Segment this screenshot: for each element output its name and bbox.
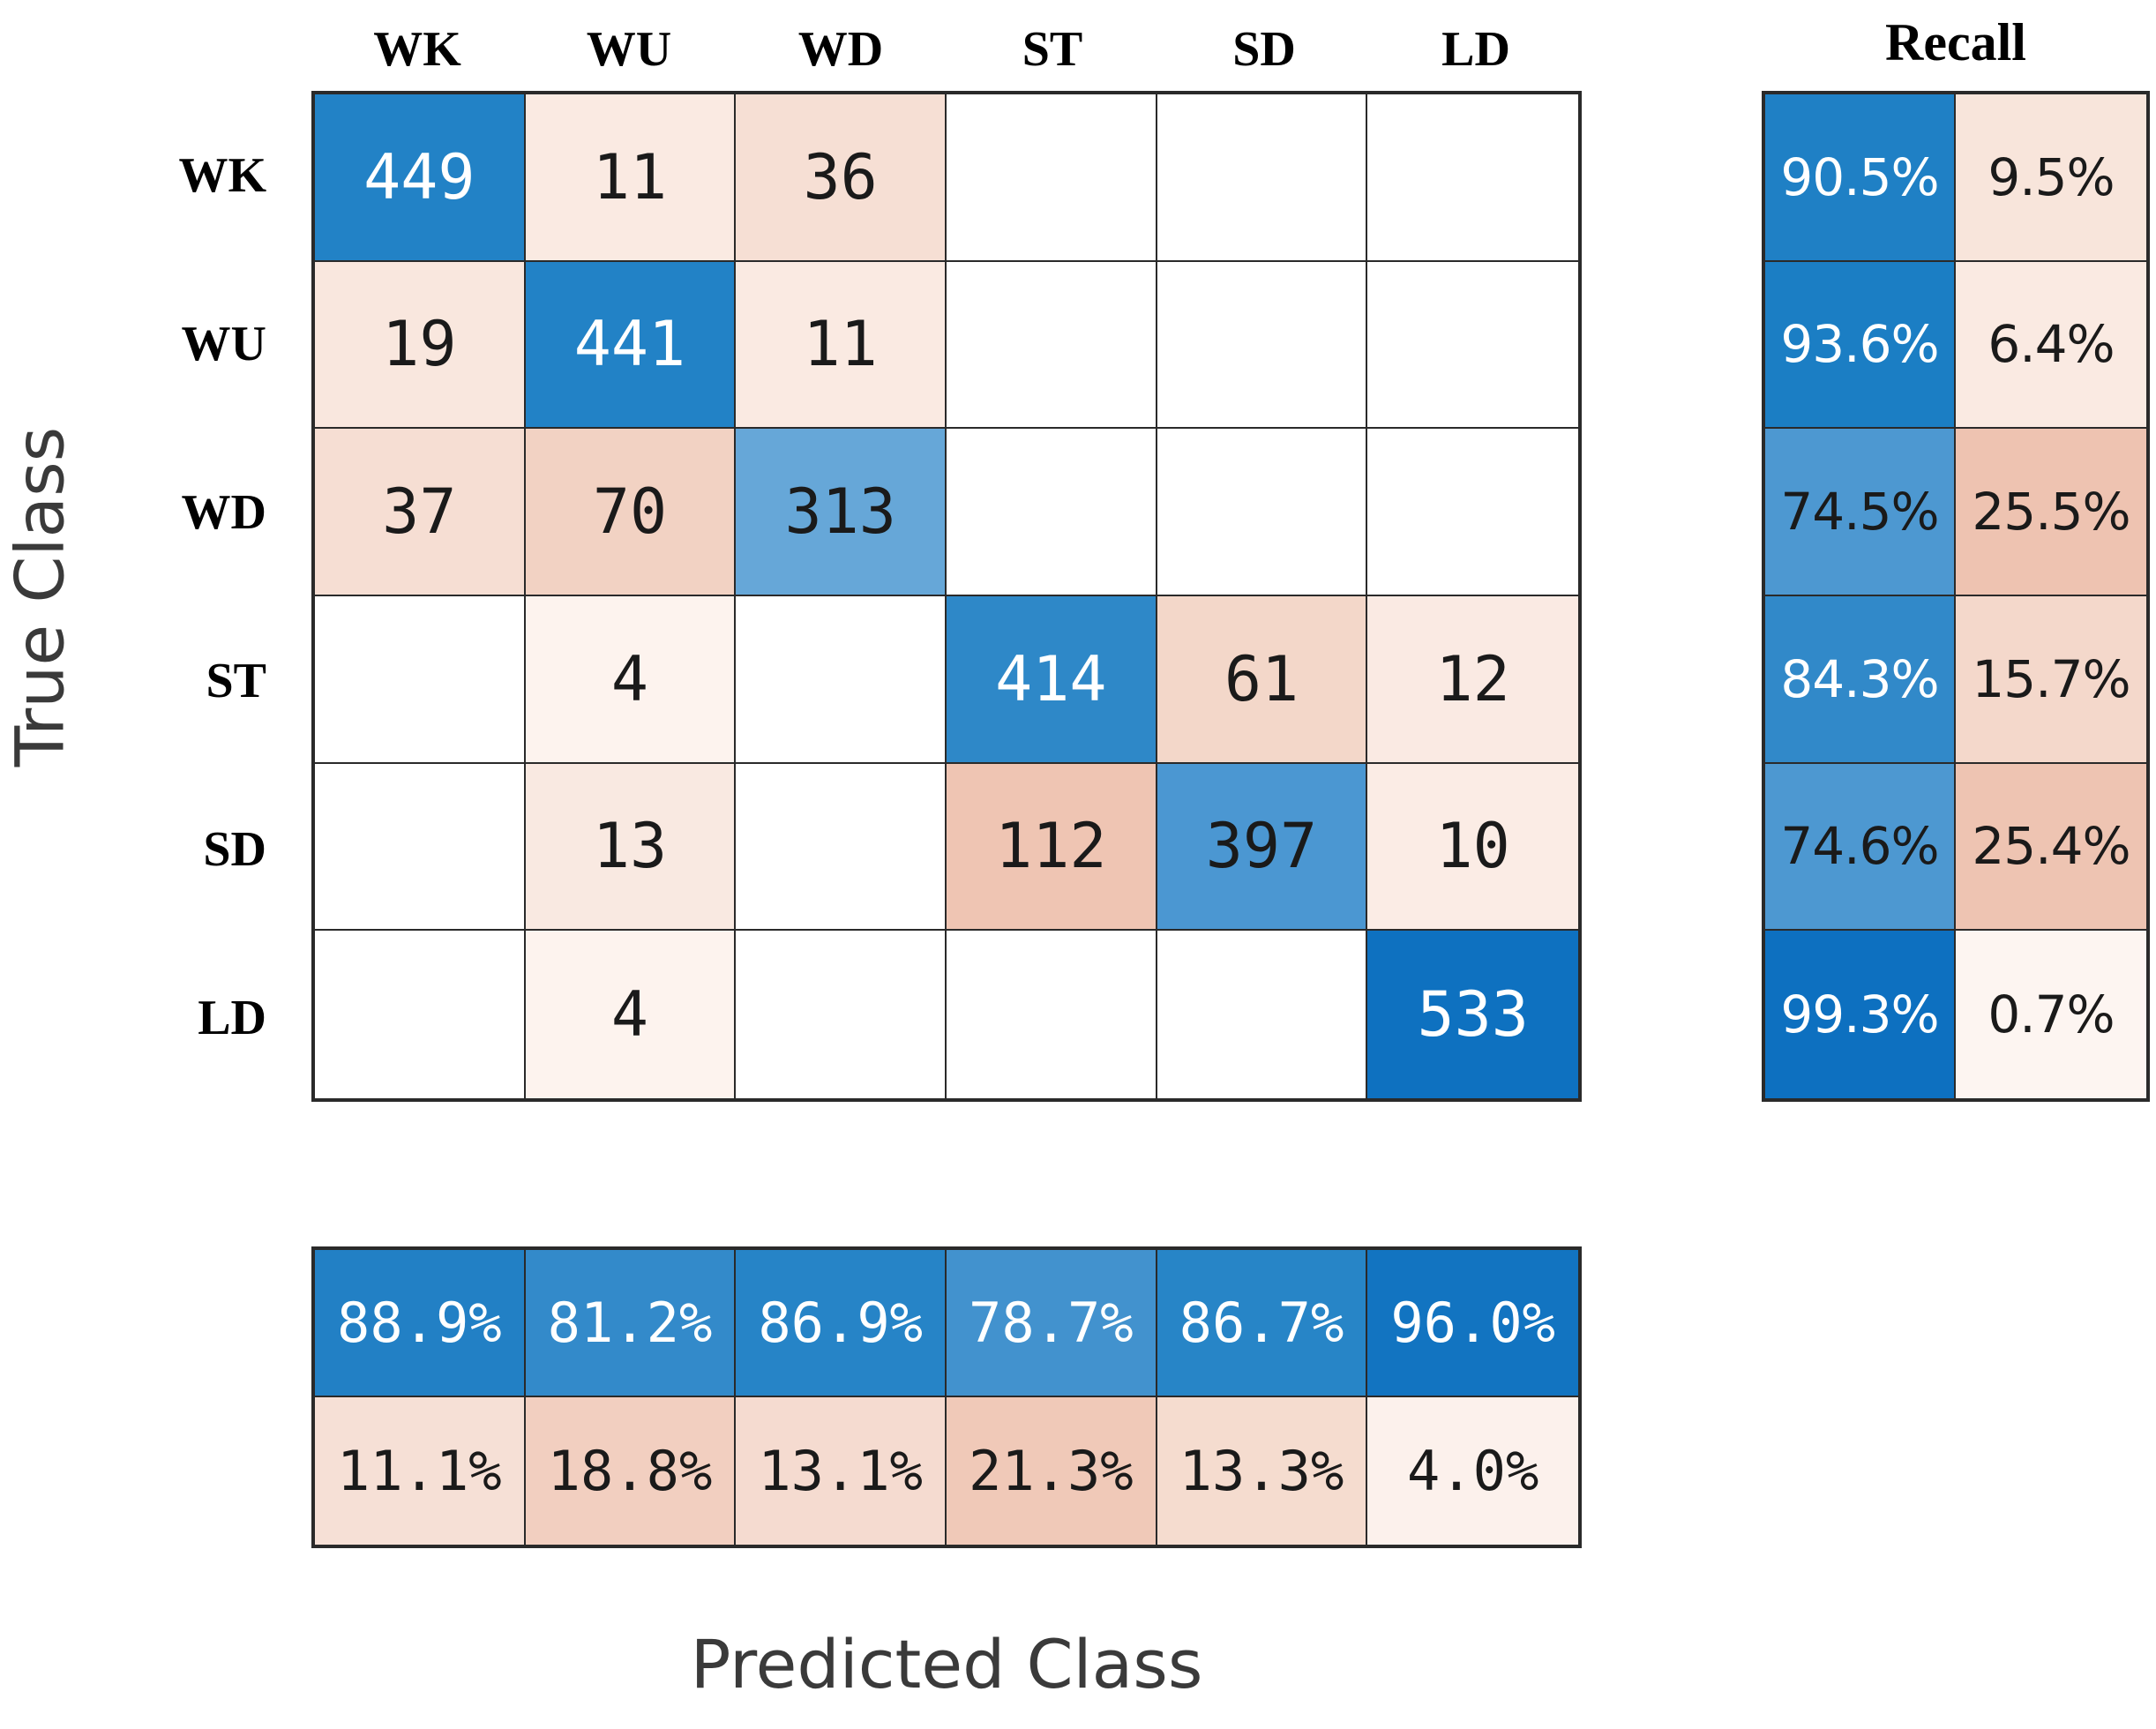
matrix-cell bbox=[736, 931, 947, 1098]
row-label-sd: SD bbox=[203, 821, 266, 877]
matrix-cell bbox=[736, 763, 947, 932]
matrix-cell bbox=[1157, 931, 1368, 1098]
precision-cell: 86.7% bbox=[1157, 1250, 1368, 1397]
precision-cell: 13.3% bbox=[1157, 1397, 1368, 1545]
matrix-cell: 61 bbox=[1157, 596, 1368, 764]
precision-cell: 86.9% bbox=[736, 1250, 947, 1397]
ylabel-wrap: True Class bbox=[0, 91, 88, 1102]
recall-cell: 6.4% bbox=[1956, 261, 2146, 430]
matrix-cell: 449 bbox=[315, 94, 526, 262]
ylabel-true-class: True Class bbox=[0, 426, 79, 767]
matrix-cell bbox=[315, 596, 526, 764]
matrix-cell: 4 bbox=[525, 931, 737, 1098]
col-header-wd: WD bbox=[797, 22, 884, 77]
recall-cell: 99.3% bbox=[1765, 931, 1956, 1098]
confusion-matrix-grid: 449 11 36 19 441 11 37 70 313 4 414 61 12 13 112 397 10 4… bbox=[311, 91, 1582, 1102]
precision-cell: 4.0% bbox=[1367, 1397, 1578, 1545]
precision-cell: 18.8% bbox=[525, 1397, 737, 1545]
row-label-ld: LD bbox=[198, 990, 266, 1045]
recall-cell: 15.7% bbox=[1956, 596, 2146, 764]
col-header-st: ST bbox=[1022, 22, 1083, 77]
col-header-wk: WK bbox=[373, 22, 461, 77]
row-label-wd: WD bbox=[181, 484, 266, 540]
matrix-cell: 70 bbox=[525, 429, 737, 596]
matrix-cell: 4 bbox=[525, 596, 737, 764]
matrix-cell bbox=[947, 261, 1157, 430]
precision-cell: 96.0% bbox=[1367, 1250, 1578, 1397]
matrix-cell: 10 bbox=[1367, 763, 1578, 932]
recall-cell: 0.7% bbox=[1956, 931, 2146, 1098]
matrix-cell bbox=[1367, 429, 1578, 596]
recall-cell: 84.3% bbox=[1765, 596, 1956, 764]
col-header-ld: LD bbox=[1441, 22, 1510, 77]
precision-cell: 88.9% bbox=[315, 1250, 526, 1397]
matrix-cell: 533 bbox=[1367, 931, 1578, 1098]
matrix-cell: 13 bbox=[525, 763, 737, 932]
matrix-cell bbox=[1157, 429, 1368, 596]
recall-cell: 25.5% bbox=[1956, 429, 2146, 596]
precision-cell: 13.1% bbox=[736, 1397, 947, 1545]
matrix-cell: 313 bbox=[736, 429, 947, 596]
matrix-cell bbox=[1157, 94, 1368, 262]
matrix-cell: 397 bbox=[1157, 763, 1368, 932]
recall-cell: 74.6% bbox=[1765, 763, 1956, 932]
precision-cell: 21.3% bbox=[947, 1397, 1157, 1545]
row-label-wk: WK bbox=[178, 147, 266, 203]
matrix-cell: 11 bbox=[525, 94, 737, 262]
matrix-cell bbox=[947, 429, 1157, 596]
recall-cell: 90.5% bbox=[1765, 94, 1956, 262]
matrix-cell: 37 bbox=[315, 429, 526, 596]
matrix-cell bbox=[1367, 261, 1578, 430]
matrix-cell: 19 bbox=[315, 261, 526, 430]
matrix-cell bbox=[1367, 94, 1578, 262]
recall-cell: 9.5% bbox=[1956, 94, 2146, 262]
row-label-st: ST bbox=[206, 653, 267, 708]
recall-summary-grid: 90.5% 9.5% 93.6% 6.4% 74.5% 25.5% 84.3% 15.7% 74… bbox=[1762, 91, 2150, 1102]
row-label-wu: WU bbox=[181, 316, 266, 371]
recall-cell: 25.4% bbox=[1956, 763, 2146, 932]
matrix-cell bbox=[315, 763, 526, 932]
precision-cell: 78.7% bbox=[947, 1250, 1157, 1397]
matrix-cell bbox=[1157, 261, 1368, 430]
recall-title: Recall bbox=[1885, 12, 2026, 71]
col-header-wu: WU bbox=[586, 22, 672, 77]
matrix-cell: 441 bbox=[525, 261, 737, 430]
matrix-cell: 36 bbox=[736, 94, 947, 262]
precision-summary-grid: 88.9% 81.2% 86.9% 78.7% 86.7% 96.0% 11.1% 18.8%… bbox=[311, 1246, 1582, 1548]
row-labels: WK WU WD ST SD LD bbox=[0, 91, 291, 1102]
matrix-cell: 11 bbox=[736, 261, 947, 430]
matrix-cell: 112 bbox=[947, 763, 1157, 932]
recall-cell: 93.6% bbox=[1765, 261, 1956, 430]
matrix-cell bbox=[315, 931, 526, 1098]
matrix-cell: 12 bbox=[1367, 596, 1578, 764]
matrix-cell: 414 bbox=[947, 596, 1157, 764]
matrix-cell bbox=[947, 931, 1157, 1098]
xlabel-predicted-class: Predicted Class bbox=[690, 1625, 1203, 1703]
matrix-cell bbox=[947, 94, 1157, 262]
matrix-cell bbox=[736, 596, 947, 764]
recall-cell: 74.5% bbox=[1765, 429, 1956, 596]
column-headers: WK WU WD ST SD LD bbox=[311, 12, 1582, 86]
precision-cell: 11.1% bbox=[315, 1397, 526, 1545]
precision-cell: 81.2% bbox=[525, 1250, 737, 1397]
col-header-sd: SD bbox=[1232, 22, 1296, 77]
